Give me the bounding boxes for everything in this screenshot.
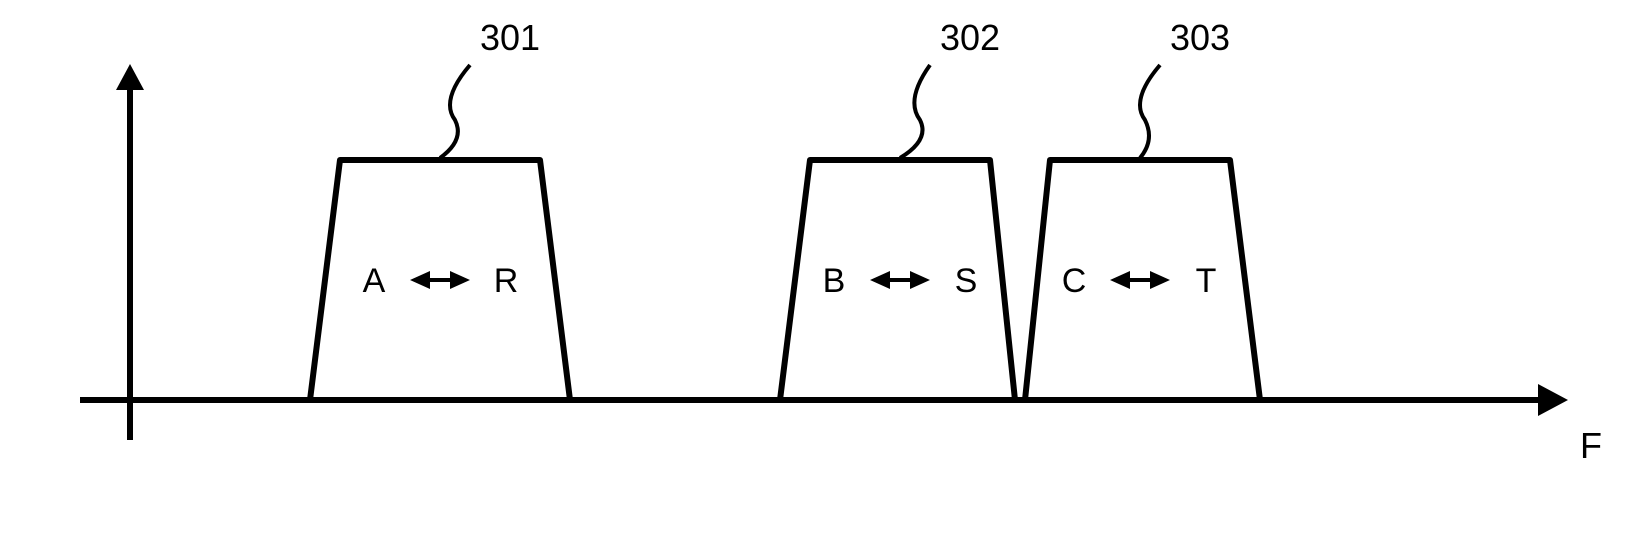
x-axis-label: F bbox=[1580, 425, 1602, 466]
channel-label-left-3: C bbox=[1062, 262, 1087, 300]
reference-number-2: 302 bbox=[940, 17, 1000, 58]
reference-leader-3 bbox=[1140, 65, 1160, 158]
reference-leader-2 bbox=[900, 65, 930, 158]
reference-number-1: 301 bbox=[480, 17, 540, 58]
channel-label-left-2: B bbox=[823, 262, 846, 300]
reference-leader-1 bbox=[440, 65, 470, 158]
frequency-diagram: F 301 A R 302 B S 303 C T bbox=[0, 0, 1648, 541]
channel-label-right-2: S bbox=[955, 262, 978, 300]
channel-label-right-1: R bbox=[494, 262, 519, 300]
channel-label-left-1: A bbox=[363, 262, 386, 300]
channel-label-right-3: T bbox=[1196, 262, 1217, 300]
reference-number-3: 303 bbox=[1170, 17, 1230, 58]
diagram-svg: F 301 A R 302 B S 303 C T bbox=[0, 0, 1648, 541]
